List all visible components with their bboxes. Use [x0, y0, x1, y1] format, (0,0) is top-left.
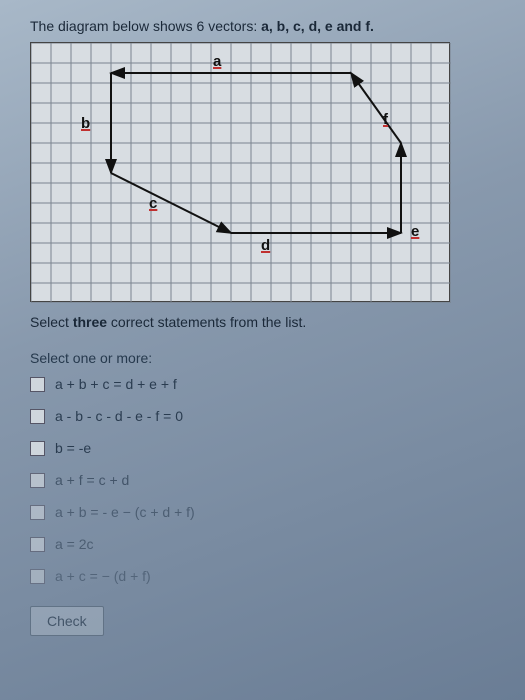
checkbox[interactable] — [30, 537, 45, 552]
instruction-post: correct statements from the list. — [107, 314, 306, 330]
title-bold: a, b, c, d, e and f. — [261, 18, 374, 34]
option-row[interactable]: a + c = − (d + f) — [30, 568, 495, 584]
checkbox[interactable] — [30, 377, 45, 392]
option-row[interactable]: a + b + c = d + e + f — [30, 376, 495, 392]
vector-label-e: e — [411, 223, 419, 240]
options-list: a + b + c = d + e + f a - b - c - d - e -… — [30, 376, 495, 584]
title-pre: The diagram below shows 6 vectors: — [30, 18, 261, 34]
option-row[interactable]: a - b - c - d - e - f = 0 — [30, 408, 495, 424]
option-row[interactable]: b = -e — [30, 440, 495, 456]
checkbox[interactable] — [30, 441, 45, 456]
option-row[interactable]: a + b = - e − (c + d + f) — [30, 504, 495, 520]
vector-label-b: b — [81, 115, 90, 132]
select-hint: Select one or more: — [30, 350, 495, 366]
option-row[interactable]: a + f = c + d — [30, 472, 495, 488]
check-button[interactable]: Check — [30, 606, 104, 636]
option-row[interactable]: a = 2c — [30, 536, 495, 552]
option-label: a + b = - e − (c + d + f) — [55, 504, 195, 520]
checkbox[interactable] — [30, 505, 45, 520]
instruction: Select three correct statements from the… — [30, 314, 495, 330]
vector-label-f: f — [383, 111, 388, 128]
checkbox[interactable] — [30, 569, 45, 584]
vector-diagram: a b c d e f — [30, 42, 450, 302]
diagram-svg — [31, 43, 451, 303]
checkbox[interactable] — [30, 473, 45, 488]
instruction-bold: three — [73, 314, 107, 330]
check-button-label: Check — [47, 613, 87, 629]
checkbox[interactable] — [30, 409, 45, 424]
vector-label-d: d — [261, 237, 270, 254]
question-title: The diagram below shows 6 vectors: a, b,… — [30, 18, 495, 34]
vector-label-a: a — [213, 53, 221, 70]
option-label: a + c = − (d + f) — [55, 568, 151, 584]
instruction-pre: Select — [30, 314, 73, 330]
option-label: a + b + c = d + e + f — [55, 376, 177, 392]
vector-label-c: c — [149, 195, 157, 212]
option-label: b = -e — [55, 440, 91, 456]
option-label: a - b - c - d - e - f = 0 — [55, 408, 183, 424]
option-label: a = 2c — [55, 536, 94, 552]
option-label: a + f = c + d — [55, 472, 129, 488]
